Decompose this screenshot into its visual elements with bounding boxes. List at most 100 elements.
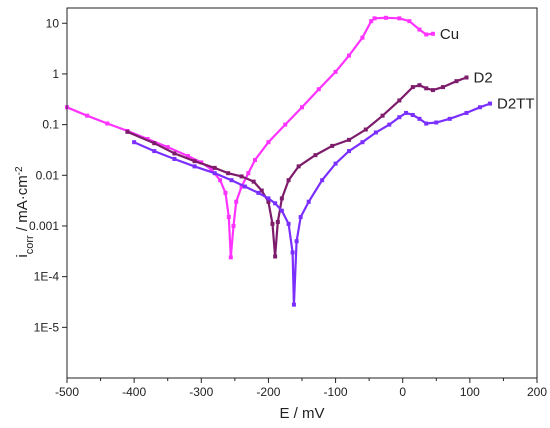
x-axis-title: E / mV — [279, 405, 324, 422]
y-axis-title: icorr / mA·cm-2 — [14, 166, 37, 258]
y-axis-title-main: i — [14, 254, 31, 257]
data-point — [291, 302, 296, 307]
data-point — [430, 88, 435, 93]
data-point — [316, 87, 321, 92]
x-tick-label: -200 — [256, 385, 280, 399]
data-point — [231, 223, 236, 228]
data-point — [256, 190, 261, 195]
series-line — [133, 102, 491, 305]
data-point — [286, 221, 291, 226]
y-axis-title-sub: corr — [24, 235, 36, 254]
data-point — [228, 255, 233, 260]
data-point — [404, 110, 409, 115]
data-point — [212, 165, 217, 170]
data-point — [279, 208, 284, 213]
y-axis: 1E-5 1E-4 0.001 0.01 0.1 1 10 — [29, 16, 67, 334]
data-point — [477, 105, 482, 110]
data-point — [218, 178, 223, 183]
x-tick-label: -300 — [189, 385, 213, 399]
data-point — [242, 184, 247, 189]
data-point — [226, 171, 231, 176]
data-point — [294, 239, 299, 244]
data-point — [172, 151, 177, 156]
data-point — [283, 122, 288, 127]
data-point — [226, 215, 231, 220]
data-point — [259, 188, 264, 193]
data-point — [333, 69, 338, 74]
data-point — [454, 79, 459, 84]
data-point — [417, 116, 422, 121]
data-point — [372, 16, 377, 21]
data-point — [330, 143, 335, 148]
x-tick-label: 100 — [460, 385, 480, 399]
series-label: Cu — [440, 26, 459, 43]
data-point — [279, 196, 284, 201]
data-point — [387, 122, 392, 127]
data-point — [488, 101, 492, 106]
data-point — [447, 116, 452, 121]
x-tick-label: -500 — [55, 385, 79, 399]
data-point — [430, 31, 435, 36]
x-tick-label: -100 — [324, 385, 348, 399]
data-point — [85, 113, 90, 118]
x-tick-label: -400 — [122, 385, 146, 399]
data-point — [125, 129, 130, 134]
data-point — [246, 171, 251, 176]
y-tick-label: 1 — [52, 67, 59, 81]
data-point — [347, 149, 351, 154]
data-point — [298, 215, 303, 220]
data-point — [313, 153, 318, 158]
data-point — [209, 167, 214, 172]
data-point — [152, 149, 157, 154]
y-axis-title-sup: -2 — [14, 166, 25, 175]
data-point — [434, 120, 439, 125]
data-point — [333, 161, 338, 166]
series-d2 — [125, 75, 469, 259]
data-point — [172, 156, 177, 161]
y-tick-label: 10 — [46, 16, 60, 30]
data-point — [373, 130, 378, 135]
y-axis-title-rest: / mA·cm — [14, 175, 31, 235]
data-point — [296, 164, 301, 169]
data-point — [275, 219, 280, 224]
data-point — [239, 184, 244, 189]
data-point — [407, 19, 412, 24]
x-axis: -500 -400 -300 -200 -100 0 100 200 — [55, 378, 547, 399]
data-point — [145, 137, 150, 142]
data-point — [253, 158, 257, 163]
data-point — [424, 32, 429, 37]
series-label: D2 — [474, 70, 493, 87]
data-point — [266, 140, 271, 145]
data-point — [424, 86, 429, 91]
data-point — [306, 199, 311, 204]
data-point — [229, 178, 234, 183]
data-point — [464, 75, 469, 80]
data-point — [397, 98, 402, 103]
data-point — [273, 201, 278, 206]
series-line — [66, 16, 434, 258]
data-point — [397, 16, 402, 21]
data-point — [360, 140, 365, 145]
data-point — [464, 110, 469, 115]
data-point — [441, 85, 445, 90]
data-point — [417, 27, 422, 32]
data-point — [383, 15, 388, 20]
data-point — [132, 140, 137, 145]
series-d2tt — [132, 101, 492, 307]
data-point — [320, 178, 325, 183]
data-point — [266, 196, 271, 201]
data-point — [417, 83, 422, 88]
data-point — [165, 145, 170, 150]
data-point — [192, 164, 197, 169]
data-point — [347, 137, 351, 142]
data-point — [360, 35, 365, 40]
data-point — [273, 254, 278, 259]
y-tick-label: 1E-5 — [34, 320, 60, 334]
data-point — [410, 112, 415, 117]
x-tick-label: 0 — [399, 385, 406, 399]
data-point — [234, 199, 239, 204]
data-point — [270, 221, 275, 226]
data-point — [397, 115, 402, 120]
data-point — [300, 105, 304, 110]
